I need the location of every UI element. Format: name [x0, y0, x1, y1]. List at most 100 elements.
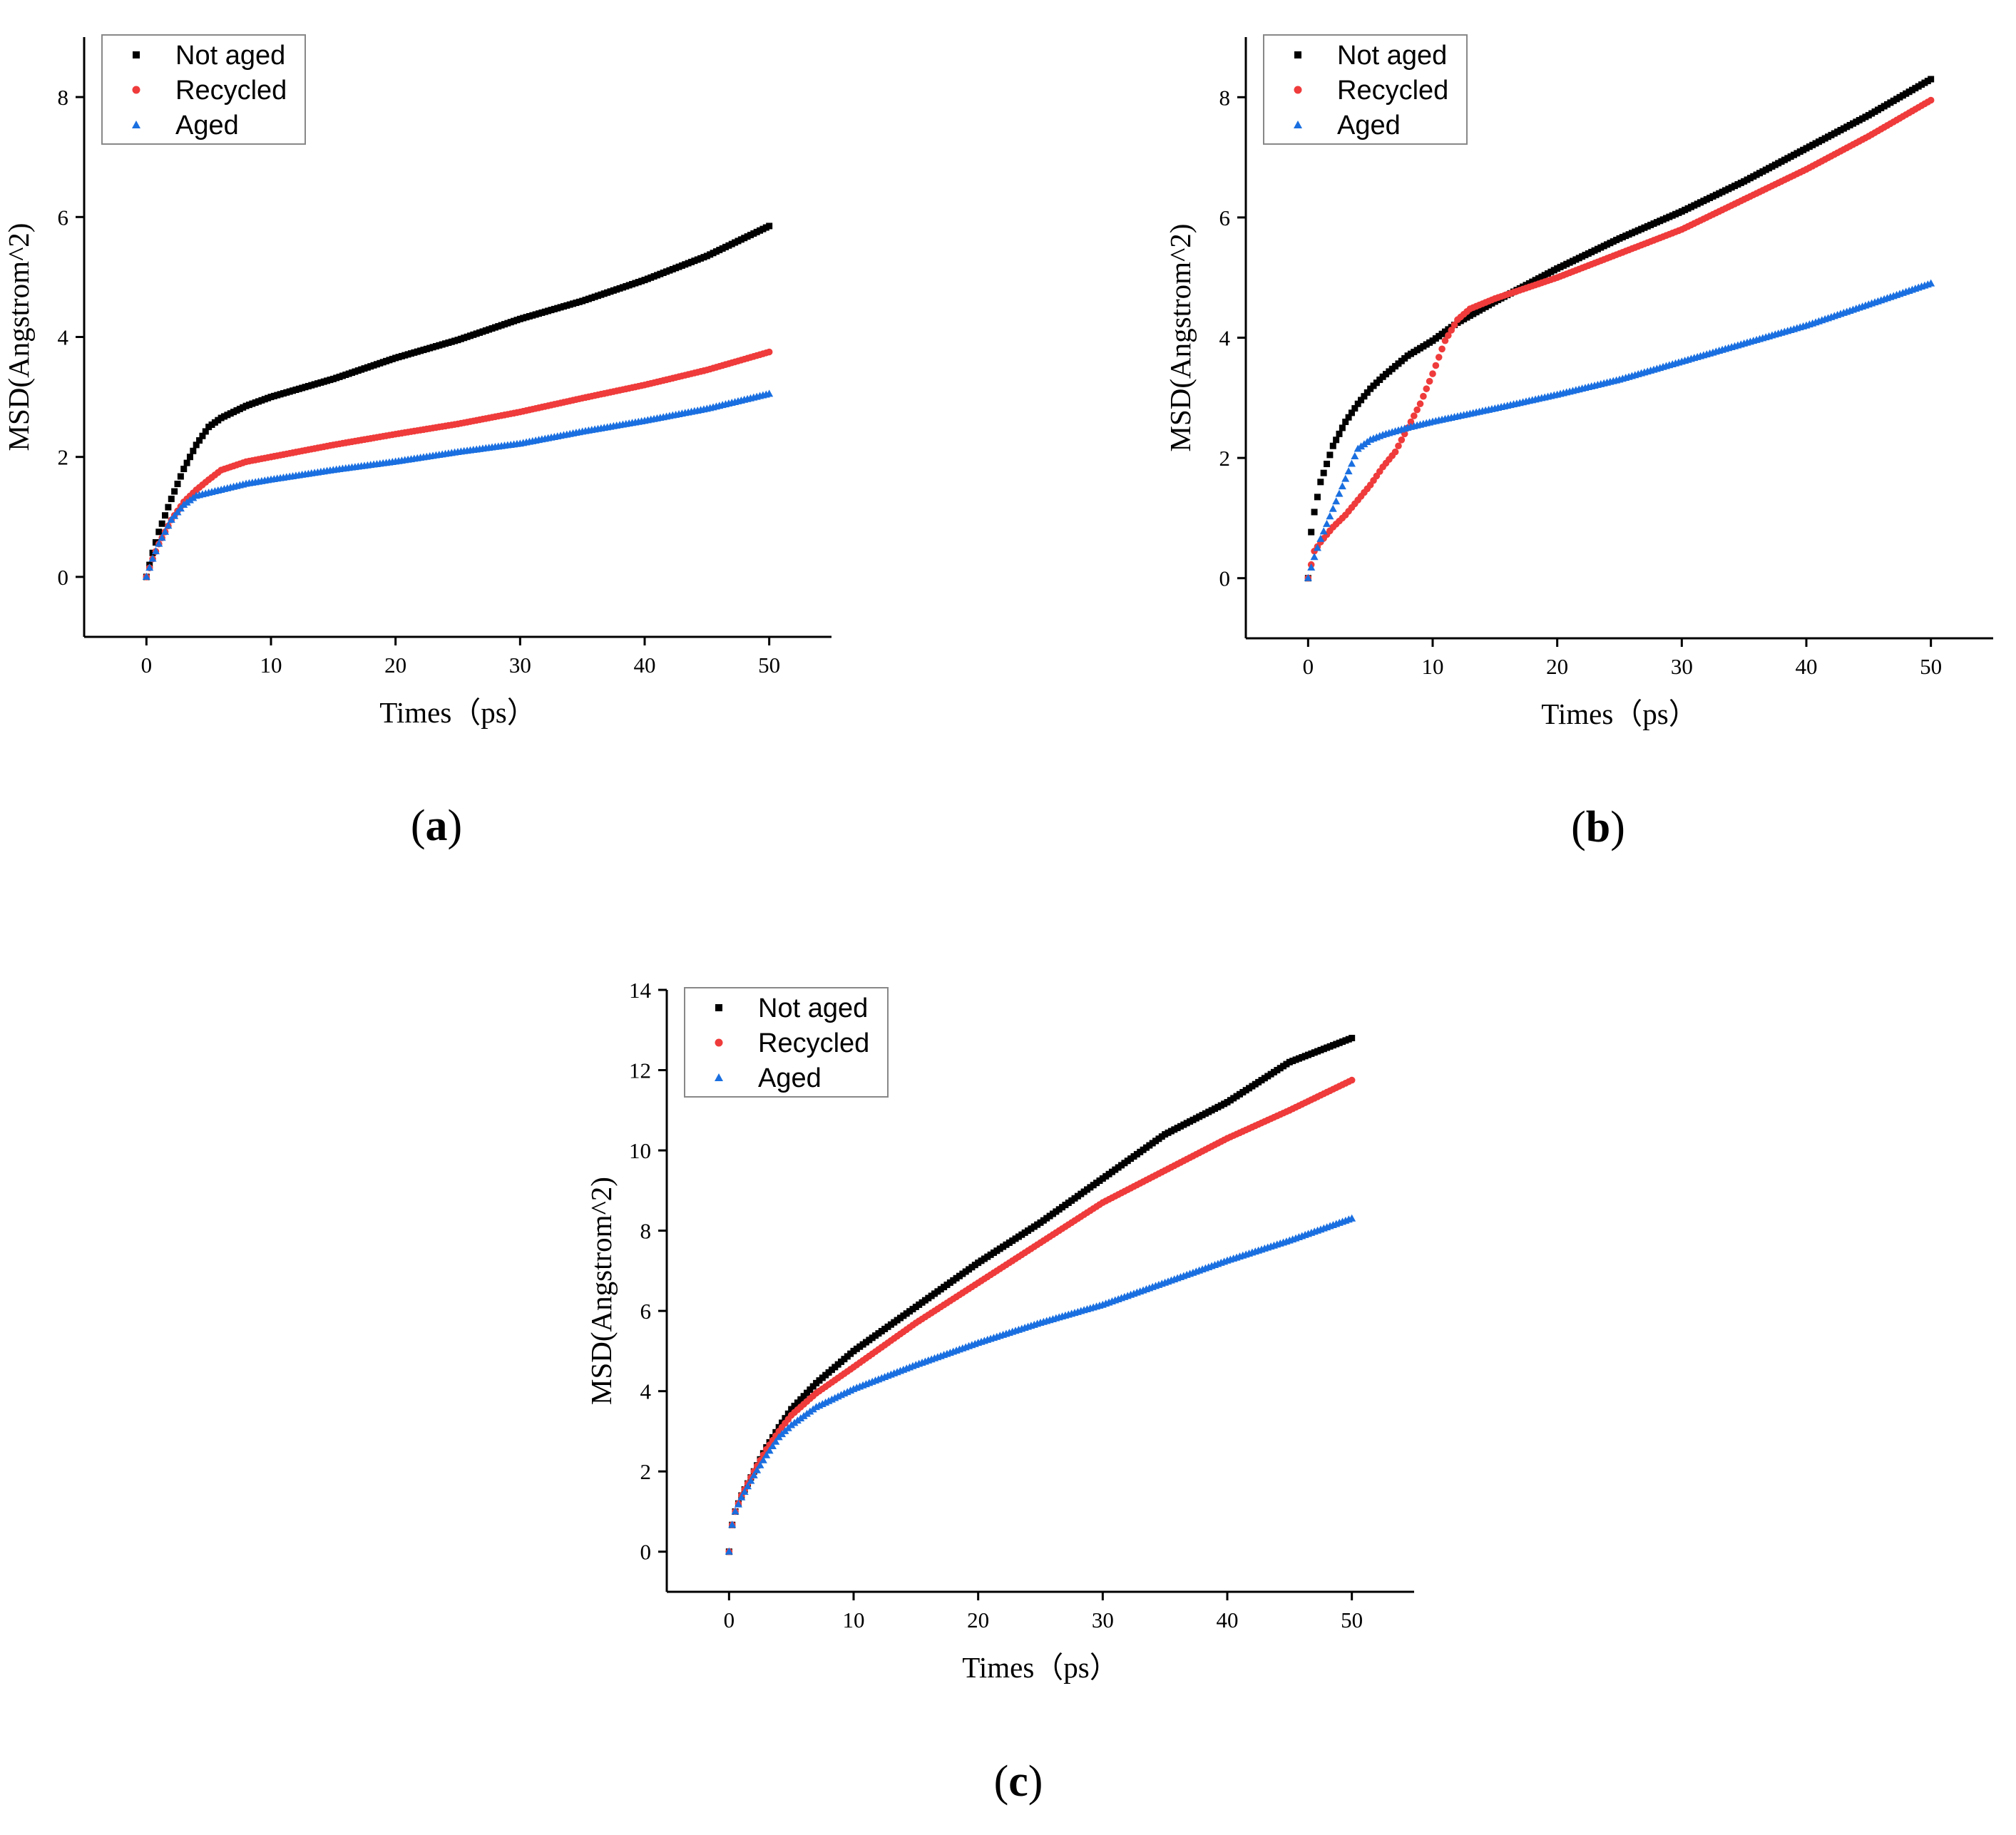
- panel-label-letter: b: [1586, 803, 1610, 852]
- data-point: [759, 1456, 767, 1463]
- data-point: [1423, 385, 1431, 392]
- x-tick-label: 50: [758, 653, 780, 678]
- data-point: [1347, 459, 1356, 467]
- y-axis-title: MSD(Angstrom^2): [2, 223, 35, 451]
- data-point: [180, 466, 188, 473]
- y-tick-label: 14: [629, 978, 652, 1003]
- data-point: [1339, 424, 1346, 431]
- x-axis-title: Times（ps）: [962, 1651, 1119, 1684]
- legend-label: Aged: [1337, 111, 1401, 140]
- data-point: [1927, 279, 1935, 287]
- data-point: [1323, 519, 1331, 527]
- panel-label-close: ): [1610, 803, 1625, 852]
- x-tick-label: 40: [634, 653, 656, 678]
- series-recycled: [725, 1076, 1356, 1555]
- x-tick-label: 20: [384, 653, 406, 678]
- data-point: [740, 1488, 749, 1496]
- data-point: [1354, 400, 1361, 407]
- panel-label-close: ): [1028, 1757, 1043, 1806]
- data-point: [1332, 497, 1341, 505]
- data-point: [1319, 527, 1328, 535]
- data-point: [151, 547, 160, 555]
- panel-label-letter: c: [1008, 1757, 1028, 1806]
- data-point: [1349, 1035, 1356, 1042]
- data-point: [1928, 76, 1935, 83]
- x-tick-label: 30: [1671, 654, 1693, 679]
- data-point: [747, 1476, 755, 1484]
- legend-marker-circle: [1294, 86, 1302, 94]
- data-point: [807, 1386, 814, 1394]
- data-point: [1348, 1076, 1356, 1084]
- data-point: [1310, 553, 1319, 561]
- data-point: [1435, 354, 1443, 361]
- data-point: [202, 428, 209, 435]
- y-tick-label: 4: [1219, 326, 1231, 351]
- x-tick-label: 40: [1796, 654, 1818, 679]
- panel-label-open: (: [1571, 803, 1586, 852]
- data-point: [1335, 489, 1344, 497]
- data-point: [737, 1493, 746, 1501]
- data-point: [183, 459, 190, 466]
- legend: Not aged Recycled Aged: [684, 987, 889, 1098]
- data-point: [772, 1437, 780, 1445]
- series-not-aged: [143, 223, 773, 581]
- data-point: [1341, 474, 1350, 482]
- legend-label: Aged: [175, 111, 239, 140]
- data-point: [199, 432, 206, 439]
- panel-c: 0 10 20 30 40 50 0 2 4 6 8 10 12 14 Times（ps） MSD(Angst…: [585, 978, 1414, 1806]
- y-tick-label: 4: [640, 1379, 652, 1404]
- data-point: [1413, 406, 1421, 414]
- data-point: [190, 447, 197, 454]
- legend-marker-circle: [132, 86, 140, 94]
- x-tick-label: 20: [967, 1607, 989, 1632]
- legend-marker-square: [133, 51, 140, 58]
- data-point: [1361, 393, 1368, 400]
- data-point: [1441, 337, 1449, 344]
- data-point: [744, 1482, 752, 1490]
- data-point: [186, 454, 193, 461]
- x-tick-label: 30: [509, 653, 531, 678]
- legend-label: Recycled: [758, 1028, 869, 1058]
- y-tick-label: 2: [1219, 446, 1231, 471]
- data-point: [1398, 436, 1406, 444]
- data-point: [728, 1520, 737, 1528]
- series-aged: [725, 1214, 1356, 1555]
- data-point: [167, 516, 175, 523]
- x-tick-label: 20: [1546, 654, 1568, 679]
- data-point: [1329, 504, 1337, 512]
- y-axis-title: MSD(Angstrom^2): [1164, 224, 1197, 452]
- data-point: [1438, 345, 1446, 353]
- panel-label-open: (: [411, 802, 426, 850]
- data-point: [170, 511, 179, 519]
- legend: Not aged Recycled Aged: [101, 34, 306, 145]
- y-tick-label: 0: [640, 1540, 652, 1565]
- panel-label: (c): [994, 1757, 1043, 1806]
- data-point: [142, 572, 150, 580]
- legend-label: Recycled: [1337, 76, 1448, 106]
- data-point: [1311, 508, 1318, 516]
- legend-label: Aged: [758, 1063, 822, 1093]
- data-point: [809, 1383, 817, 1390]
- data-point: [1351, 451, 1359, 459]
- data-point: [161, 527, 170, 535]
- data-point: [173, 508, 182, 516]
- y-tick-label: 8: [1219, 85, 1231, 110]
- y-tick-label: 2: [58, 445, 69, 470]
- data-point: [1313, 543, 1321, 551]
- data-point: [794, 1399, 801, 1406]
- data-point: [1426, 377, 1433, 385]
- data-point: [1358, 397, 1365, 404]
- data-point: [725, 1547, 733, 1555]
- data-point: [1336, 430, 1343, 437]
- y-tick-label: 8: [58, 85, 69, 110]
- y-tick-label: 6: [58, 205, 69, 230]
- data-point: [1391, 448, 1399, 456]
- data-point: [193, 441, 200, 449]
- data-point: [1432, 362, 1440, 369]
- panel-a: 0 10 20 30 40 50 0 2 4 6 8 Times（ps） MSD(Angstrom^2)…: [2, 34, 832, 850]
- data-point: [1927, 96, 1935, 104]
- data-point: [1329, 442, 1336, 449]
- panel-label: (b): [1571, 803, 1625, 852]
- data-point: [1407, 418, 1415, 426]
